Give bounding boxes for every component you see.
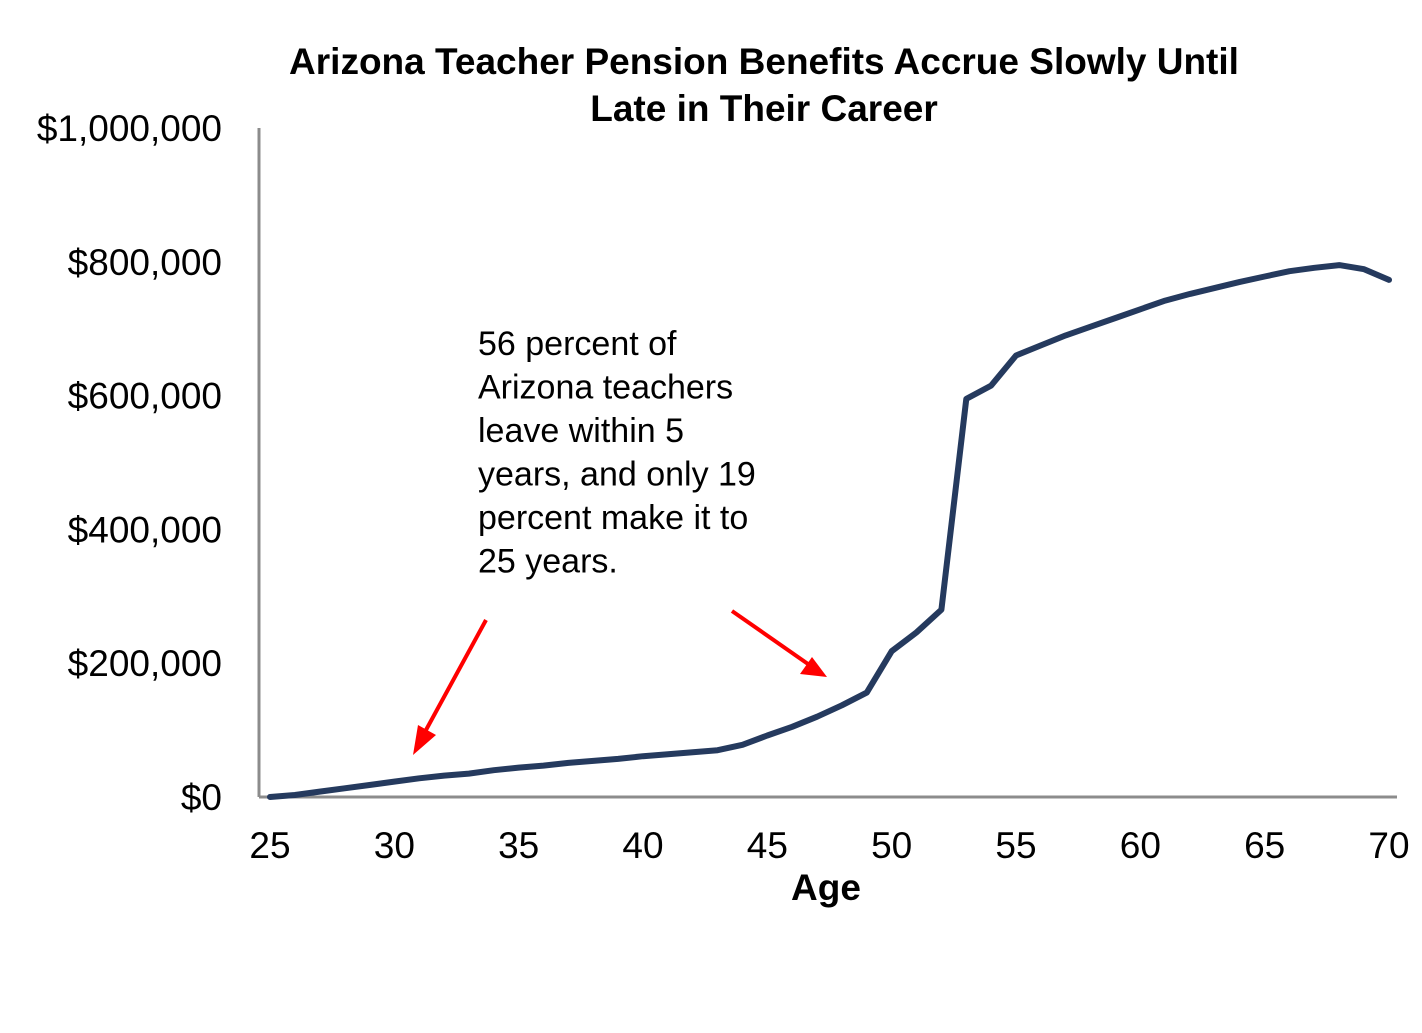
x-tick-label: 50 xyxy=(871,825,912,866)
annotation-line: 56 percent of xyxy=(478,325,677,363)
x-tick-label: 70 xyxy=(1368,825,1409,866)
annotation-line: leave within 5 xyxy=(478,412,684,450)
y-tick-label: $800,000 xyxy=(68,242,222,283)
x-tick-label: 60 xyxy=(1120,825,1161,866)
series-line-pension-value xyxy=(267,262,1392,800)
x-axis-label: Age xyxy=(791,867,861,908)
annotation-line: percent make it to xyxy=(478,499,748,537)
x-tick-label: 65 xyxy=(1244,825,1285,866)
y-tick-label: $1,000,000 xyxy=(37,108,222,149)
x-tick-label: 55 xyxy=(995,825,1036,866)
annotation-line: 25 years. xyxy=(478,543,618,581)
x-tick-label: 25 xyxy=(249,825,290,866)
x-tick-label: 45 xyxy=(747,825,788,866)
x-tick-label: 30 xyxy=(374,825,415,866)
annotation-line: Arizona teachers xyxy=(478,369,733,407)
annotation-line: years, and only 19 xyxy=(478,456,756,494)
annotation-text: 56 percent of Arizona teachers leave withi… xyxy=(478,325,756,581)
y-tick-label: $600,000 xyxy=(68,376,222,417)
arrow-right xyxy=(730,609,827,677)
y-tick-label: $400,000 xyxy=(68,509,222,550)
arrow-left xyxy=(413,619,488,755)
chart-title-line-2: Late in Their Career xyxy=(590,88,938,129)
x-tick-label: 40 xyxy=(622,825,663,866)
chart-title-line-1: Arizona Teacher Pension Benefits Accrue … xyxy=(289,41,1239,82)
x-axis-ticks: 25 30 35 40 45 50 55 60 65 70 xyxy=(249,825,1409,866)
y-axis-ticks: $0 $200,000 $400,000 $600,000 $800,000 $1,000… xyxy=(37,108,222,818)
y-tick-label: $0 xyxy=(181,777,222,818)
x-tick-label: 35 xyxy=(498,825,539,866)
y-tick-label: $200,000 xyxy=(68,643,222,684)
